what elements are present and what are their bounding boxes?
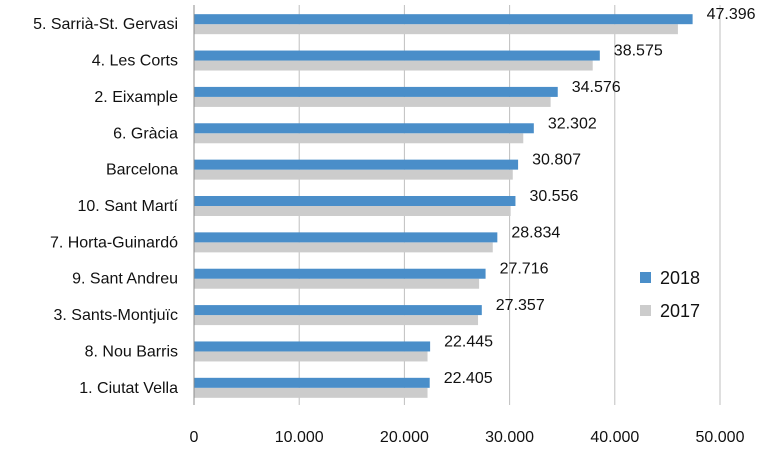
- data-label: 27.716: [500, 261, 549, 278]
- category-label: 7. Horta-Guinardó: [50, 234, 178, 251]
- category-label: 4. Les Corts: [92, 53, 178, 70]
- x-tick-label: 10.000: [275, 429, 324, 446]
- category-label: 10. Sant Martí: [78, 198, 179, 215]
- x-axis-ticks: 0 10.000 20.000 30.000 40.000 50.000: [190, 429, 745, 446]
- data-label: 38.575: [614, 43, 663, 60]
- bar-2018: [194, 159, 519, 170]
- bar-2017: [194, 206, 511, 216]
- category-label: 3. Sants-Montjuïc: [54, 307, 179, 324]
- bar-2017: [194, 133, 524, 144]
- data-label: 34.576: [572, 79, 621, 96]
- bar-2018: [194, 14, 693, 25]
- legend-label-2017: 2017: [660, 301, 700, 321]
- bar-2018: [194, 232, 498, 243]
- bar-2018: [194, 50, 600, 61]
- bar-2018: [194, 305, 482, 316]
- x-tick-label: 20.000: [380, 429, 429, 446]
- bar-2017: [194, 242, 493, 253]
- bar-2017: [194, 387, 428, 398]
- x-tick-label: 0: [190, 429, 199, 446]
- bar-2018: [194, 196, 516, 206]
- bar-2017: [194, 60, 593, 71]
- legend: 2018 2017: [640, 268, 700, 321]
- category-label: Barcelona: [106, 162, 178, 179]
- category-label: 5. Sarrià-St. Gervasi: [33, 16, 178, 33]
- bar-2017: [194, 24, 678, 35]
- bar-2017: [194, 351, 428, 362]
- data-label: 47.396: [707, 6, 756, 23]
- data-label: 32.302: [548, 115, 597, 132]
- category-label: 1. Ciutat Vella: [79, 380, 178, 397]
- bar-2018: [194, 341, 431, 352]
- data-label: 30.556: [529, 188, 578, 205]
- x-tick-label: 50.000: [696, 429, 745, 446]
- data-label: 30.807: [532, 152, 581, 169]
- x-tick-label: 30.000: [485, 429, 534, 446]
- category-label: 8. Nou Barris: [85, 343, 178, 360]
- bar-2018: [194, 123, 534, 134]
- category-labels: 5. Sarrià-St. Gervasi 4. Les Corts 2. Eixa…: [33, 16, 178, 397]
- legend-label-2018: 2018: [660, 268, 700, 288]
- legend-swatch-2018: [640, 272, 651, 283]
- bars: [194, 14, 693, 398]
- bar-2017: [194, 278, 480, 289]
- category-label: 6. Gràcia: [113, 125, 178, 142]
- data-label: 22.405: [444, 370, 493, 387]
- data-label: 28.834: [511, 224, 560, 241]
- data-labels: 47.396 38.575 34.576 32.302 30.807 30.556 28.8…: [444, 6, 756, 387]
- category-label: 2. Eixample: [94, 89, 178, 106]
- legend-swatch-2017: [640, 305, 651, 316]
- bar-2017: [194, 315, 479, 326]
- data-label: 22.445: [444, 333, 493, 350]
- data-label: 27.357: [496, 297, 545, 314]
- x-tick-label: 40.000: [590, 429, 639, 446]
- bar-2018: [194, 86, 558, 97]
- bar-2017: [194, 96, 551, 107]
- category-label: 9. Sant Andreu: [72, 271, 178, 288]
- bar-2018: [194, 268, 486, 279]
- bar-2018: [194, 377, 430, 388]
- bar-2017: [194, 169, 513, 180]
